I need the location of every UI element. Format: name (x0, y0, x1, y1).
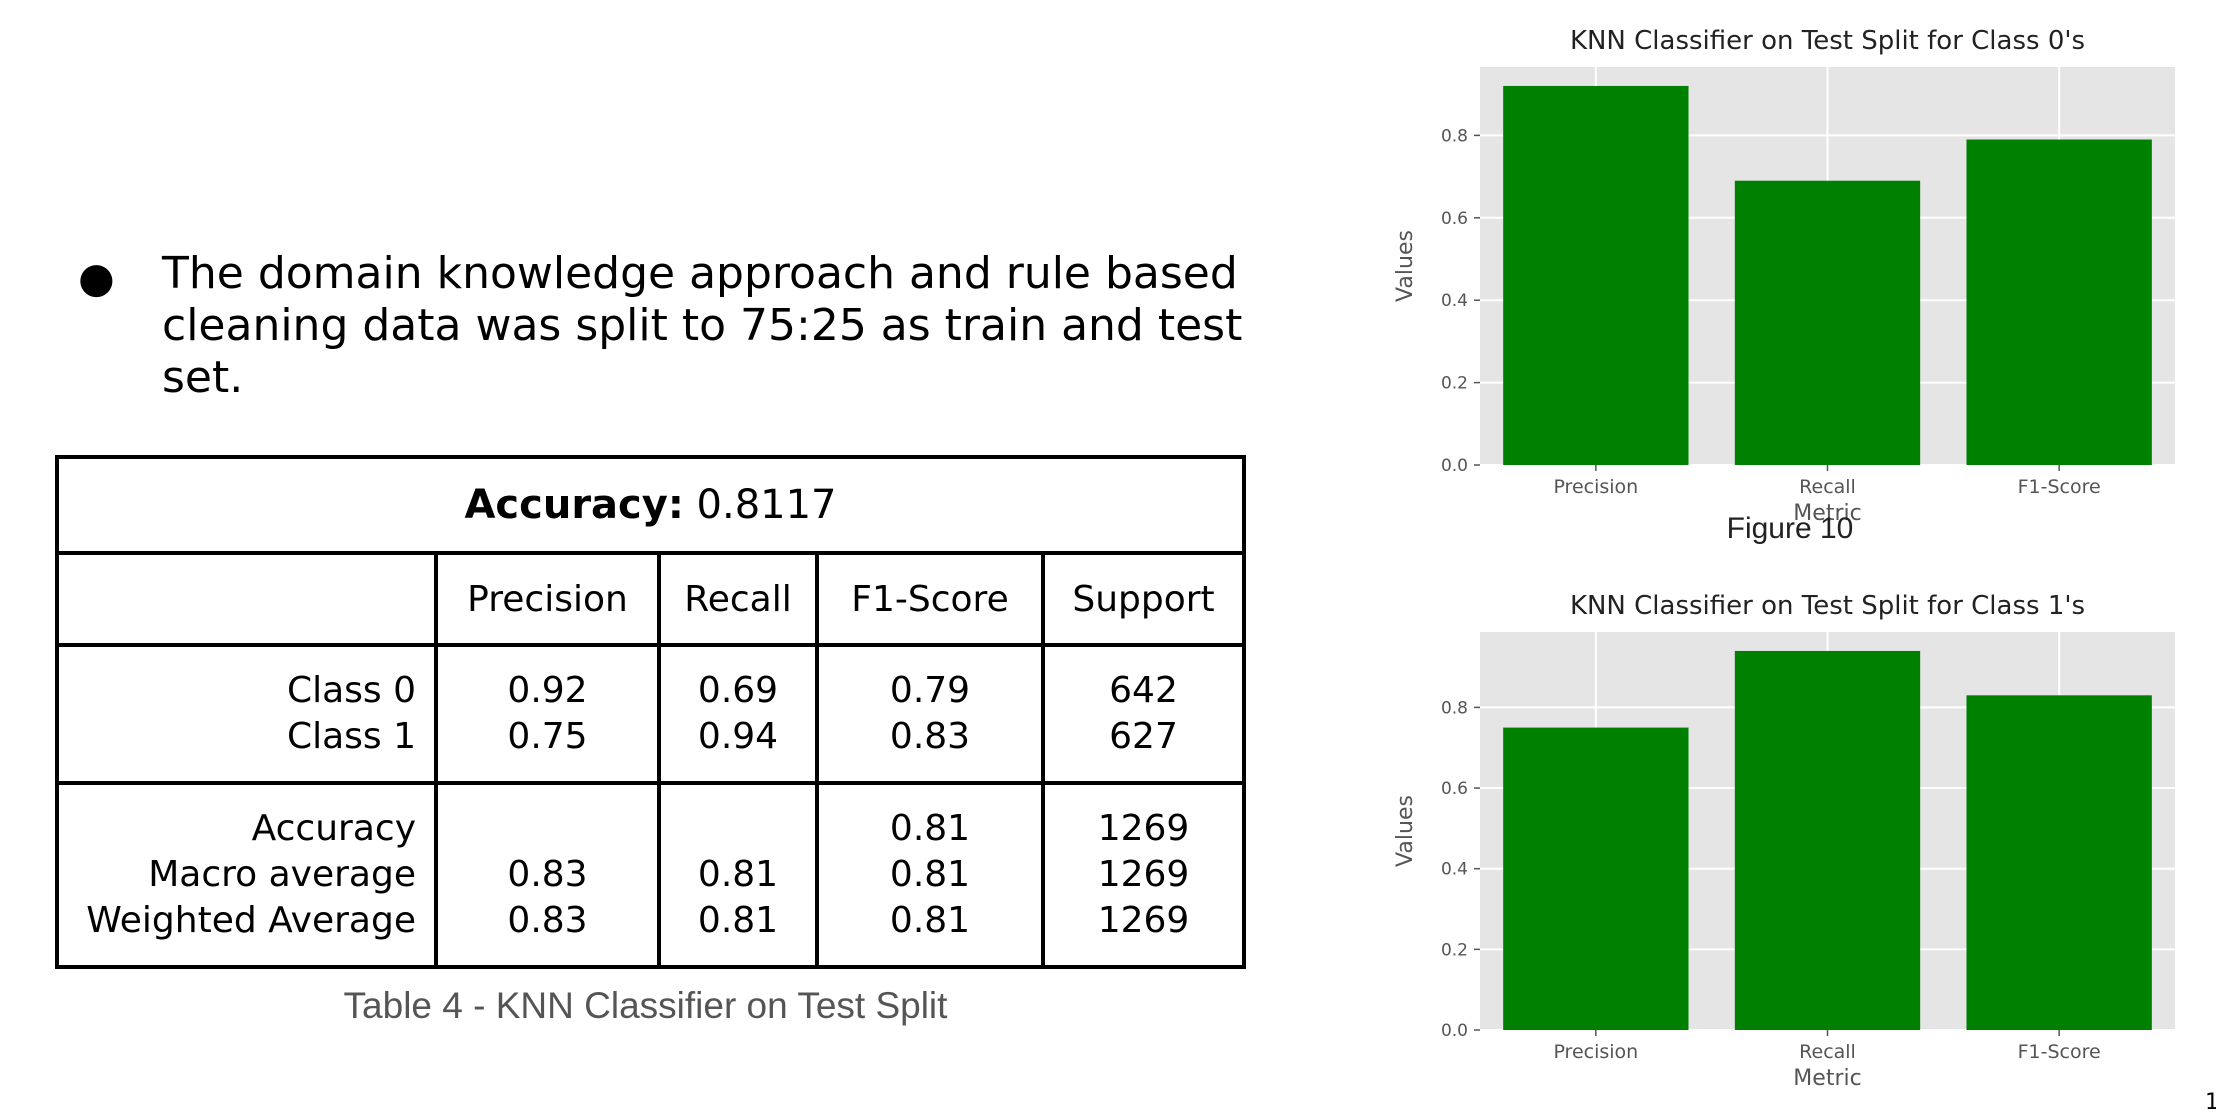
average-precision: 0.83 0.83 (434, 781, 661, 969)
bar-recall (1734, 180, 1921, 465)
y-tick-label: 0.4 (1441, 291, 1468, 311)
y-tick-label: 0.0 (1441, 1021, 1468, 1041)
class-precision: 0.92 0.75 (434, 643, 661, 785)
chart-class-1-svg: KNN Classifier on Test Split for Class 1… (1393, 591, 2175, 1091)
y-tick-label: 0.0 (1441, 456, 1468, 476)
x-tick-label: Precision (1553, 1041, 1638, 1063)
x-tick-label: Precision (1553, 476, 1638, 498)
x-tick-label: Recall (1799, 476, 1856, 498)
bar-recall (1734, 650, 1921, 1030)
x-axis-label: Metric (1793, 1066, 1861, 1091)
table-row-averages: Accuracy Macro average Weighted Average … (55, 781, 1246, 969)
x-tick-label: F1-Score (2018, 1041, 2101, 1063)
classification-report-table: Accuracy: 0.8117 Precision Recall F1-Sco… (55, 455, 1246, 969)
x-tick-label: Recall (1799, 1041, 1856, 1063)
chart-title: KNN Classifier on Test Split for Class 0… (1570, 26, 2085, 56)
x-tick-label: F1-Score (2018, 476, 2101, 498)
y-tick-label: 0.8 (1441, 126, 1468, 146)
header-f1: F1-Score (815, 551, 1045, 647)
accuracy-label: Accuracy: (464, 482, 684, 528)
header-recall: Recall (657, 551, 819, 647)
accuracy-value: 0.8117 (696, 482, 837, 528)
class-f1: 0.79 0.83 (815, 643, 1045, 785)
y-axis-label: Values (1393, 230, 1418, 302)
table-caption: Table 4 - KNN Classifier on Test Split (343, 985, 948, 1026)
figure-caption: Figure 10 (1726, 512, 1854, 545)
chart-class-0: KNN Classifier on Test Split for Class 0… (1380, 15, 2200, 555)
accuracy-cell: Accuracy: 0.8117 (55, 455, 1246, 555)
average-f1: 0.81 0.81 0.81 (815, 781, 1045, 969)
class-support: 642 627 (1041, 643, 1246, 785)
y-tick-label: 0.4 (1441, 860, 1468, 880)
slide-number: 1 (2205, 1090, 2216, 1115)
chart-class-0-svg: KNN Classifier on Test Split for Class 0… (1393, 26, 2175, 526)
header-empty (55, 551, 438, 647)
y-tick-label: 0.2 (1441, 374, 1468, 394)
bar-f1-score (1966, 139, 2152, 465)
class-recall: 0.69 0.94 (657, 643, 819, 785)
average-support: 1269 1269 1269 (1041, 781, 1246, 969)
average-labels: Accuracy Macro average Weighted Average (55, 781, 438, 969)
x-axis-label: Metric (1793, 501, 1861, 526)
y-tick-label: 0.6 (1441, 209, 1468, 229)
bullet-dot: ● (78, 253, 115, 302)
y-axis-label: Values (1393, 795, 1418, 867)
average-recall: 0.81 0.81 (657, 781, 819, 969)
chart-class-1: KNN Classifier on Test Split for Class 1… (1380, 580, 2200, 1120)
chart-title: KNN Classifier on Test Split for Class 1… (1570, 591, 2085, 621)
y-tick-label: 0.8 (1441, 698, 1468, 718)
bullet-text: The domain knowledge approach and rule b… (162, 248, 1243, 403)
y-tick-label: 0.6 (1441, 779, 1468, 799)
bar-f1-score (1966, 695, 2152, 1030)
header-precision: Precision (434, 551, 661, 647)
y-tick-label: 0.2 (1441, 940, 1468, 960)
bar-precision (1503, 85, 1689, 465)
class-labels: Class 0 Class 1 (55, 643, 438, 785)
table-row-classes: Class 0 Class 1 0.92 0.75 0.69 0.94 0.79… (55, 643, 1246, 785)
bar-precision (1503, 727, 1689, 1030)
header-support: Support (1041, 551, 1246, 647)
